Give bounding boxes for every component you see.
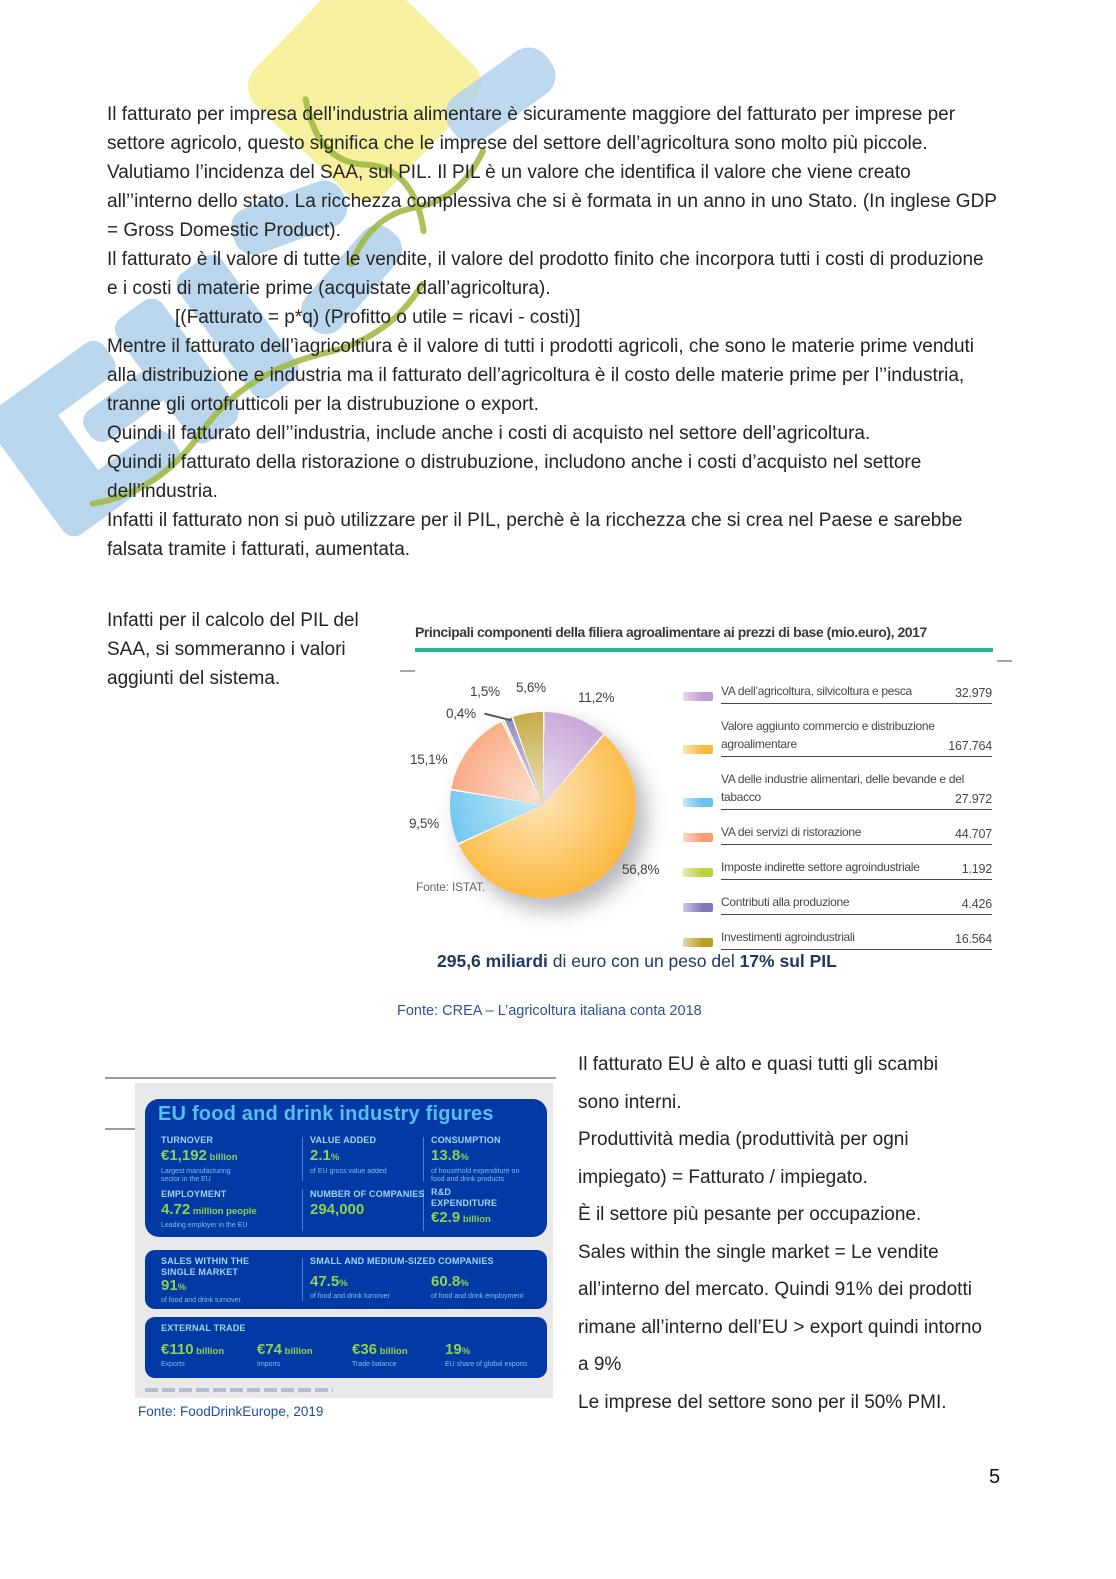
- divider: [302, 1258, 303, 1301]
- separator-tick: [105, 1128, 135, 1130]
- divider: [302, 1189, 303, 1231]
- legend-swatch: [683, 903, 713, 912]
- legend-item: Imposte indirette settore agroindustrial…: [683, 858, 992, 880]
- stat-employment: EMPLOYMENT 4.72 million people Leading e…: [161, 1189, 257, 1229]
- legend-value: 16.564: [954, 932, 992, 946]
- source-crea: Fonte: CREA – L’agricoltura italiana con…: [397, 1003, 702, 1019]
- stat-external-trade-header: EXTERNAL TRADE: [161, 1323, 246, 1333]
- infographic-title: EU food and drink industry figures: [158, 1103, 494, 1125]
- legend-item: VA dell’agricoltura, silvicoltura e pesc…: [683, 682, 992, 704]
- legend-label: Imposte indirette settore agroindustrial…: [721, 860, 920, 874]
- stat-number-of-companies: NUMBER OF COMPANIES 294,000: [310, 1189, 425, 1218]
- legend-value: 27.972: [954, 792, 992, 806]
- paragraph: Valutiamo l’incidenza del SAA, sul PIL. …: [107, 162, 997, 241]
- legend-label: Investimenti agroindustriali: [721, 930, 855, 944]
- legend-value: 4.426: [961, 897, 992, 911]
- stat-rd-expenditure: R&D EXPENDITURE €2.9 billion: [431, 1187, 498, 1226]
- pie-percent-label: 56,8%: [622, 862, 660, 877]
- stat-value-added: VALUE ADDED 2.1% of EU gross value added: [310, 1135, 387, 1175]
- crop-mark: [997, 660, 1012, 662]
- paragraph: Quindi il fatturato dell’’industria, inc…: [107, 423, 871, 444]
- summary-mid: di euro con un peso del: [547, 951, 740, 971]
- legend-swatch: [683, 868, 713, 877]
- legend-swatch: [683, 745, 713, 754]
- eu-infographic: EU food and drink industry figures TURNO…: [135, 1083, 553, 1398]
- divider: [423, 1189, 424, 1231]
- chart-title: Principali componenti della filiera agro…: [415, 624, 927, 640]
- pie-percent-label: 11,2%: [578, 690, 615, 705]
- stat-smes-header: SMALL AND MEDIUM-SIZED COMPANIES: [310, 1256, 494, 1266]
- right-column-text: Il fatturato EU è alto e quasi tutti gli…: [578, 1046, 983, 1421]
- separator-line: [105, 1077, 556, 1079]
- page-number: 5: [989, 1466, 1001, 1488]
- divider: [423, 1137, 424, 1181]
- stat-global-export-share: 19% EU share of global exports: [445, 1341, 528, 1369]
- chart-source: Fonte: ISTAT.: [416, 880, 485, 894]
- paragraph: Sales within the single market = Le vend…: [578, 1241, 982, 1376]
- legend-value: 32.979: [954, 686, 992, 700]
- stat-exports: €110 billion Exports: [161, 1341, 225, 1369]
- infographic-panel-market: SALES WITHIN THE SINGLE MARKET 91% of fo…: [145, 1250, 547, 1309]
- summary-total: 295,6 miliardi: [437, 951, 548, 971]
- legend-label: VA delle industrie alimentari, delle bev…: [721, 772, 964, 804]
- paragraph: Le imprese del settore sono per il 50% P…: [578, 1391, 947, 1413]
- legend-swatch: [683, 692, 713, 701]
- stat-turnover: TURNOVER €1,192 billion Largest manufact…: [161, 1135, 238, 1183]
- paragraph: È il settore più pesante per occupazione…: [578, 1204, 922, 1225]
- legend-label: Contributi alla produzione: [721, 895, 850, 909]
- pie-chart-figure: Principali componenti della filiera agro…: [400, 612, 1012, 957]
- pie-percent-label: 1,5%: [470, 684, 500, 699]
- pie-percent-label: 5,6%: [516, 680, 546, 695]
- infographic-panel-trade: EXTERNAL TRADE €110 billion Exports €74 …: [145, 1317, 547, 1378]
- fine-print-line: [145, 1388, 333, 1392]
- paragraph: Il fatturato è il valore di tutte le ven…: [107, 249, 984, 299]
- paragraph: Il fatturato EU è alto e quasi tutti gli…: [578, 1054, 939, 1113]
- legend-swatch: [683, 833, 713, 842]
- legend-item: VA dei servizi di ristorazione 44.707: [683, 823, 992, 845]
- legend-label: Valore aggiunto commercio e distribuzion…: [721, 719, 935, 751]
- legend-item: VA delle industrie alimentari, delle bev…: [683, 770, 992, 810]
- legend-value: 1.192: [961, 862, 992, 876]
- paragraph: Produttività media (produttività per ogn…: [578, 1129, 909, 1188]
- paragraph: Il fatturato per impresa dell’industria …: [107, 104, 956, 154]
- summary-pil-share: 17% sul PIL: [739, 951, 837, 971]
- body-text: Il fatturato per impresa dell’industria …: [107, 100, 999, 564]
- stat-smes-employment: 60.8% of food and drink employment: [431, 1273, 524, 1301]
- leader-line: [484, 712, 512, 721]
- stat-trade-balance: €36 billion Trade balance: [352, 1341, 408, 1369]
- legend-label: VA dell’agricoltura, silvicoltura e pesc…: [721, 684, 912, 698]
- legend-value: 44.707: [954, 827, 992, 841]
- legend-swatch: [683, 798, 713, 807]
- pie-percent-label: 0,4%: [446, 706, 476, 721]
- legend-value: 167.764: [948, 739, 992, 753]
- paragraph: Infatti il fatturato non si può utilizza…: [107, 510, 963, 560]
- pie-percent-label: 9,5%: [409, 816, 439, 831]
- chart-title-rule: [415, 648, 993, 652]
- formula-line: [(Fatturato = p*q) (Profitto o utile = r…: [175, 307, 581, 328]
- legend-item: Valore aggiunto commercio e distribuzion…: [683, 717, 992, 757]
- source-fooddrinkeurope: Fonte: FoodDrinkEurope, 2019: [138, 1404, 324, 1419]
- crop-mark: [400, 670, 415, 672]
- legend-item: Investimenti agroindustriali 16.564: [683, 928, 992, 950]
- pie-percent-label: 15,1%: [410, 752, 448, 767]
- legend-swatch: [683, 938, 713, 947]
- paragraph: Quindi il fatturato della ristorazione o…: [107, 452, 922, 502]
- stat-smes-turnover: 47.5% of food and drink turnover: [310, 1273, 390, 1301]
- stat-imports: €74 billion Imports: [257, 1341, 313, 1369]
- stat-consumption: CONSUMPTION 13.8% of household expenditu…: [431, 1135, 520, 1183]
- pie: [450, 712, 636, 898]
- paragraph: Mentre il fatturato dell’ìagricoltiura è…: [107, 336, 975, 415]
- side-note: Infatti per il calcolo del PIL del SAA, …: [107, 610, 359, 689]
- divider: [302, 1137, 303, 1181]
- pie-chart: 11,2% 56,8% 9,5% 15,1% 0,4% 1,5% 5,6%: [400, 664, 680, 924]
- infographic-panel-figures: EU food and drink industry figures TURNO…: [145, 1099, 547, 1237]
- stat-single-market-sales: SALES WITHIN THE SINGLE MARKET 91% of fo…: [161, 1256, 250, 1304]
- legend-item: Contributi alla produzione 4.426: [683, 893, 992, 915]
- legend-label: VA dei servizi di ristorazione: [721, 825, 862, 839]
- chart-summary: 295,6 miliardi di euro con un peso del 1…: [437, 951, 837, 972]
- chart-legend: VA dell’agricoltura, silvicoltura e pesc…: [683, 682, 992, 950]
